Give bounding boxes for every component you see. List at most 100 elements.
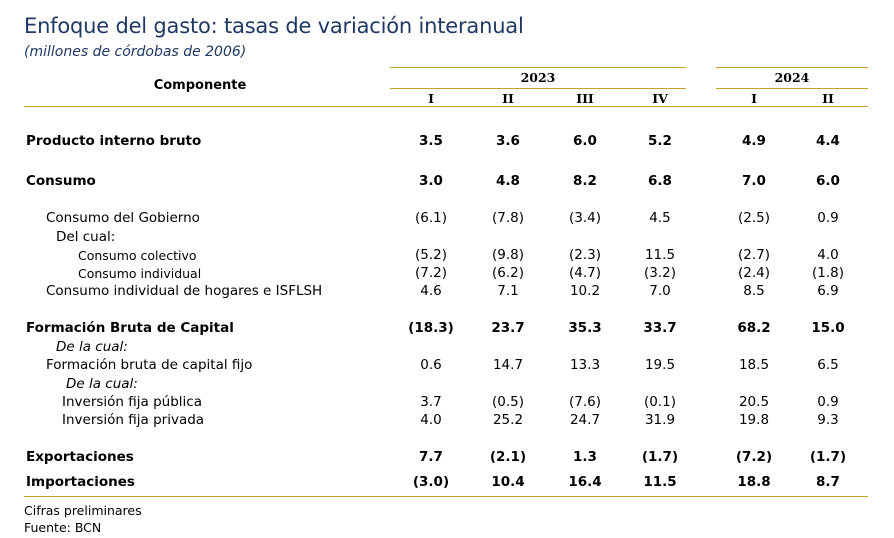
component-column-header: Componente (153, 78, 247, 93)
quarter-header: II (502, 91, 514, 106)
cell-value: 4.9 (742, 133, 766, 149)
cell-value: (7.2) (735, 449, 773, 465)
cell-value: 15.0 (811, 320, 845, 336)
row-label: De la cual: (56, 339, 128, 355)
table-row: Inversión fija privada 4.0 25.2 24.7 31.… (0, 412, 894, 430)
row-label: Consumo colectivo (78, 248, 197, 263)
cell-value: 3.5 (419, 133, 443, 149)
table-row: Inversión fija pública 3.7 (0.5) (7.6) (… (0, 394, 894, 412)
table-row: Formación Bruta de Capital (18.3) 23.7 3… (0, 320, 894, 338)
table-row: Producto interno bruto 3.5 3.6 6.0 5.2 4… (0, 133, 894, 151)
cell-value: 10.4 (491, 474, 525, 490)
header-mid-rule-2024 (716, 88, 868, 89)
header-top-rule-2023 (390, 67, 686, 68)
cell-value: 19.5 (644, 357, 676, 373)
cell-value: 7.1 (497, 283, 519, 299)
cell-value: 8.7 (816, 474, 840, 490)
cell-value: 14.7 (492, 357, 524, 373)
page-title: Enfoque del gasto: tasas de variación in… (24, 14, 524, 38)
cell-value: (1.8) (811, 265, 844, 281)
cell-value: (1.7) (809, 449, 847, 465)
table-row: Del cual: (0, 229, 894, 247)
cell-value: (6.1) (414, 210, 447, 226)
cell-value: (6.2) (491, 265, 524, 281)
table-row: Consumo del Gobierno (6.1) (7.8) (3.4) 4… (0, 210, 894, 228)
cell-value: (3.2) (643, 265, 676, 281)
cell-value: 8.2 (573, 173, 597, 189)
cell-value: (4.7) (568, 265, 601, 281)
table-row: De la cual: (0, 376, 894, 394)
table-row: Consumo individual (7.2) (6.2) (4.7) (3.… (0, 265, 894, 283)
cell-value: 0.9 (817, 394, 839, 410)
cell-value: (1.7) (641, 449, 679, 465)
quarter-header: I (751, 91, 757, 106)
table-row: Formación bruta de capital fijo 0.6 14.7… (0, 357, 894, 375)
cell-value: 7.0 (649, 283, 671, 299)
row-label: Importaciones (26, 474, 135, 490)
row-label: Del cual: (56, 229, 116, 245)
cell-value: 13.3 (569, 357, 601, 373)
table-row: Consumo individual de hogares e ISFLSH 4… (0, 283, 894, 301)
cell-value: (7.8) (491, 210, 524, 226)
year-2024-header: 2024 (774, 70, 810, 85)
cell-value: 5.2 (648, 133, 672, 149)
cell-value: 18.5 (738, 357, 770, 373)
cell-value: 0.6 (420, 357, 442, 373)
row-label: Formación Bruta de Capital (26, 320, 234, 336)
cell-value: 16.4 (568, 474, 602, 490)
cell-value: (2.4) (737, 265, 770, 281)
quarter-header: III (576, 91, 594, 106)
row-label: Exportaciones (26, 449, 134, 465)
cell-value: (2.3) (568, 247, 601, 263)
cell-value: 23.7 (491, 320, 525, 336)
cell-value: 18.8 (737, 474, 771, 490)
quarter-header: I (428, 91, 434, 106)
cell-value: 11.5 (644, 247, 676, 263)
cell-value: 0.9 (817, 210, 839, 226)
row-label: De la cual: (66, 376, 138, 392)
row-label: Consumo (26, 173, 96, 189)
cell-value: 33.7 (643, 320, 677, 336)
cell-value: 20.5 (738, 394, 770, 410)
row-label: Consumo individual (78, 266, 202, 281)
cell-value: (5.2) (414, 247, 447, 263)
cell-value: 6.5 (817, 357, 839, 373)
cell-value: 4.0 (817, 247, 839, 263)
footnote-source: Fuente: BCN (24, 520, 102, 535)
table-bottom-rule (24, 496, 868, 497)
cell-value: 6.9 (817, 283, 839, 299)
row-label: Inversión fija pública (62, 394, 202, 410)
cell-value: (18.3) (408, 320, 454, 336)
footnote-preliminary: Cifras preliminares (24, 503, 142, 518)
table-row: Consumo 3.0 4.8 8.2 6.8 7.0 6.0 (0, 173, 894, 191)
cell-value: 4.8 (496, 173, 520, 189)
cell-value: (7.6) (568, 394, 601, 410)
cell-value: (7.2) (414, 265, 447, 281)
cell-value: 7.0 (742, 173, 766, 189)
year-2023-header: 2023 (520, 70, 556, 85)
quarter-header: IV (652, 91, 668, 106)
row-label: Inversión fija privada (62, 412, 205, 428)
cell-value: 1.3 (573, 449, 597, 465)
cell-value: 24.7 (569, 412, 601, 428)
cell-value: 7.7 (419, 449, 443, 465)
header-mid-rule-2023 (390, 88, 686, 89)
table-row: De la cual: (0, 339, 894, 357)
cell-value: (2.7) (737, 247, 770, 263)
cell-value: 11.5 (643, 474, 677, 490)
cell-value: 6.0 (816, 173, 840, 189)
table-row: Importaciones (3.0) 10.4 16.4 11.5 18.8 … (0, 474, 894, 492)
cell-value: 6.8 (648, 173, 672, 189)
cell-value: (3.4) (568, 210, 601, 226)
table-row: Consumo colectivo (5.2) (9.8) (2.3) 11.5… (0, 247, 894, 265)
cell-value: (3.0) (412, 474, 450, 490)
cell-value: 4.0 (420, 412, 442, 428)
quarter-header: II (822, 91, 834, 106)
cell-value: 68.2 (737, 320, 771, 336)
cell-value: 8.5 (743, 283, 765, 299)
cell-value: 19.8 (738, 412, 770, 428)
cell-value: (0.1) (643, 394, 676, 410)
row-label: Formación bruta de capital fijo (46, 357, 253, 373)
table-row: Exportaciones 7.7 (2.1) 1.3 (1.7) (7.2) … (0, 449, 894, 467)
cell-value: 35.3 (568, 320, 602, 336)
